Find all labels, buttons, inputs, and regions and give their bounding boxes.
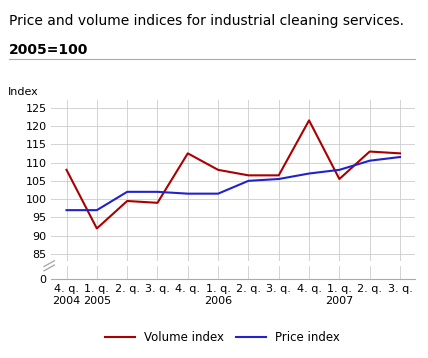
Volume index [125, 199, 130, 203]
Volume index [276, 173, 281, 178]
Legend: Volume index, Price index: Volume index, Price index [101, 326, 345, 349]
Price index [246, 179, 251, 183]
Volume index [216, 168, 221, 172]
Volume index [185, 151, 190, 155]
Price index [216, 192, 221, 196]
Volume index [367, 149, 372, 154]
Text: Index: Index [8, 87, 39, 97]
Price index [306, 171, 312, 176]
Volume index [64, 168, 69, 172]
Line: Price index: Price index [66, 157, 400, 210]
Price index [276, 177, 281, 181]
Price index [337, 168, 342, 172]
Volume index [398, 151, 403, 155]
Volume index [337, 177, 342, 181]
Price index [94, 208, 99, 212]
Text: 2005=100: 2005=100 [9, 43, 88, 57]
Price index [185, 192, 190, 196]
Volume index [246, 173, 251, 178]
Price index [64, 208, 69, 212]
Price index [155, 190, 160, 194]
Line: Volume index: Volume index [66, 120, 400, 228]
Volume index [306, 118, 312, 122]
Price index [398, 155, 403, 159]
Text: Price and volume indices for industrial cleaning services.: Price and volume indices for industrial … [9, 14, 404, 28]
Price index [367, 159, 372, 163]
Volume index [155, 201, 160, 205]
Price index [125, 190, 130, 194]
Volume index [94, 226, 99, 231]
